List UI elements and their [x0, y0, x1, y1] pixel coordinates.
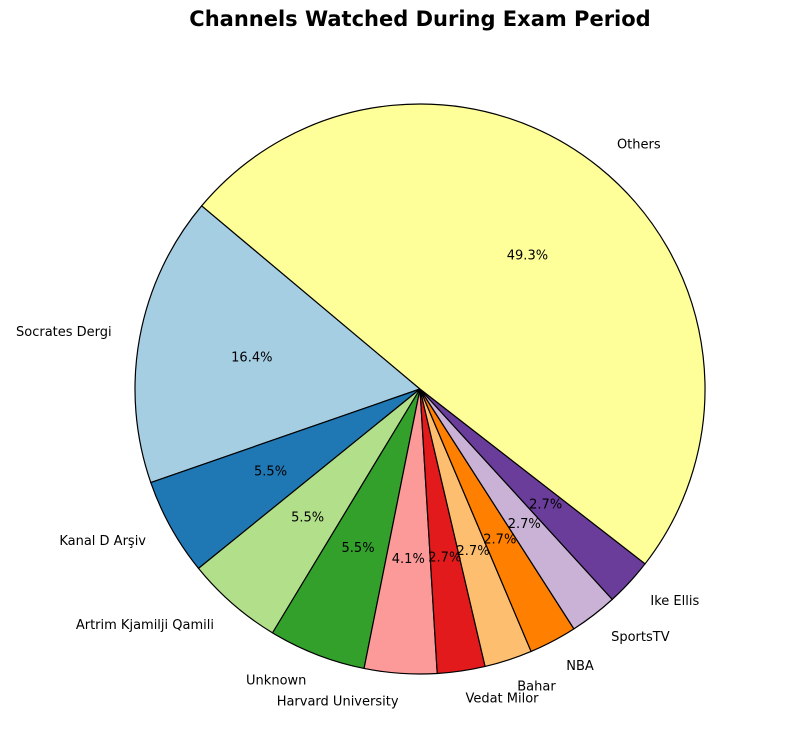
slice-label-bahar: Bahar	[517, 680, 556, 695]
slice-percent-others: 49.3%	[507, 248, 548, 263]
slice-label-socrates-dergi: Socrates Dergi	[16, 325, 112, 340]
slice-percent-nba: 2.7%	[483, 533, 516, 548]
slice-percent-harvard-university: 4.1%	[392, 552, 425, 567]
slice-percent-socrates-dergi: 16.4%	[231, 351, 272, 366]
slice-percent-vedat-milor: 2.7%	[428, 551, 461, 566]
slice-label-artrim-kjamilji-qamili: Artrim Kjamilji Qamili	[76, 618, 214, 633]
pie-slices	[134, 103, 706, 675]
slice-label-kanal-d-arsiv: Kanal D Arşiv	[59, 534, 146, 549]
pie-labels: Socrates Dergi 16.4% Kanal D Arşiv 5.5% Artr…	[16, 138, 699, 710]
slice-label-sportstv: SportsTV	[611, 630, 670, 645]
slice-label-nba: NBA	[566, 659, 594, 674]
slice-label-harvard-university: Harvard University	[277, 694, 399, 709]
slice-label-unknown: Unknown	[246, 674, 306, 689]
slice-percent-sportstv: 2.7%	[508, 517, 541, 532]
slice-label-vedat-milor: Vedat Milor	[465, 692, 539, 707]
slice-label-ike-ellis: Ike Ellis	[650, 594, 699, 609]
slice-percent-kanal-d-arsiv: 5.5%	[254, 465, 287, 480]
slice-percent-artrim-kjamilji-qamili: 5.5%	[291, 510, 324, 525]
slice-label-others: Others	[617, 138, 661, 153]
chart-title: Channels Watched During Exam Period	[189, 7, 650, 31]
slice-others	[201, 103, 706, 565]
slice-percent-ike-ellis: 2.7%	[529, 497, 562, 512]
slice-percent-unknown: 5.5%	[342, 541, 375, 556]
slice-percent-bahar: 2.7%	[457, 544, 490, 559]
